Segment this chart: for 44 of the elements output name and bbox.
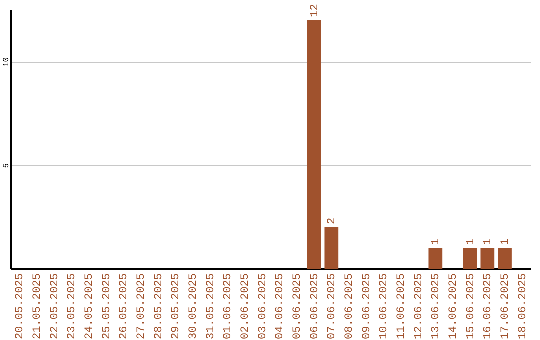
x-tick-label: 25.05.2025 xyxy=(101,274,114,340)
x-tick-label: 09.06.2025 xyxy=(361,274,374,340)
x-tick-label: 10.06.2025 xyxy=(378,274,391,340)
x-tick-label: 06.06.2025 xyxy=(309,274,322,340)
bar xyxy=(324,228,339,269)
x-tick-label: 03.06.2025 xyxy=(257,274,270,340)
x-tick-label: 23.05.2025 xyxy=(66,274,79,340)
x-tick-label: 31.05.2025 xyxy=(205,274,218,340)
data-label: 12 xyxy=(309,4,322,18)
data-label: 1 xyxy=(430,238,443,246)
x-tick-label: 30.05.2025 xyxy=(188,274,200,340)
x-tick-label: 22.05.2025 xyxy=(49,274,62,340)
bar xyxy=(428,248,443,269)
x-tick-label: 16.06.2025 xyxy=(482,274,495,340)
bar xyxy=(480,248,495,269)
x-tick-label: 28.05.2025 xyxy=(153,274,166,340)
data-label: 1 xyxy=(482,238,495,246)
bar xyxy=(463,248,478,269)
x-tick-label: 11.06.2025 xyxy=(396,274,408,340)
x-tick-label: 14.06.2025 xyxy=(448,274,460,340)
y-tick-label: 5 xyxy=(2,163,12,168)
x-tick-label: 17.06.2025 xyxy=(500,274,512,340)
x-tick-label: 01.06.2025 xyxy=(222,274,235,340)
x-tick-label: 13.06.2025 xyxy=(430,274,443,340)
x-tick-label: 18.06.2025 xyxy=(517,274,530,340)
x-tick-label: 08.06.2025 xyxy=(344,274,356,340)
x-tick-label: 20.05.2025 xyxy=(14,274,27,340)
x-tick-label: 05.06.2025 xyxy=(292,274,304,340)
data-label: 2 xyxy=(326,218,339,225)
data-label: 1 xyxy=(500,238,512,246)
x-tick-label: 26.05.2025 xyxy=(118,274,131,340)
x-tick-label: 02.06.2025 xyxy=(240,274,252,340)
x-tick-label: 27.05.2025 xyxy=(136,274,148,340)
y-tick-label: 10 xyxy=(2,57,12,68)
x-tick-label: 29.05.2025 xyxy=(170,274,183,340)
bar xyxy=(307,20,322,269)
x-tick-label: 07.06.2025 xyxy=(326,274,339,340)
x-tick-label: 21.05.2025 xyxy=(32,274,44,340)
x-tick-label: 04.06.2025 xyxy=(274,274,287,340)
bar xyxy=(498,248,512,269)
x-tick-label: 24.05.2025 xyxy=(84,274,96,340)
x-tick-label: 15.06.2025 xyxy=(465,274,478,340)
data-label: 1 xyxy=(465,238,478,246)
x-tick-label: 12.06.2025 xyxy=(413,274,426,340)
